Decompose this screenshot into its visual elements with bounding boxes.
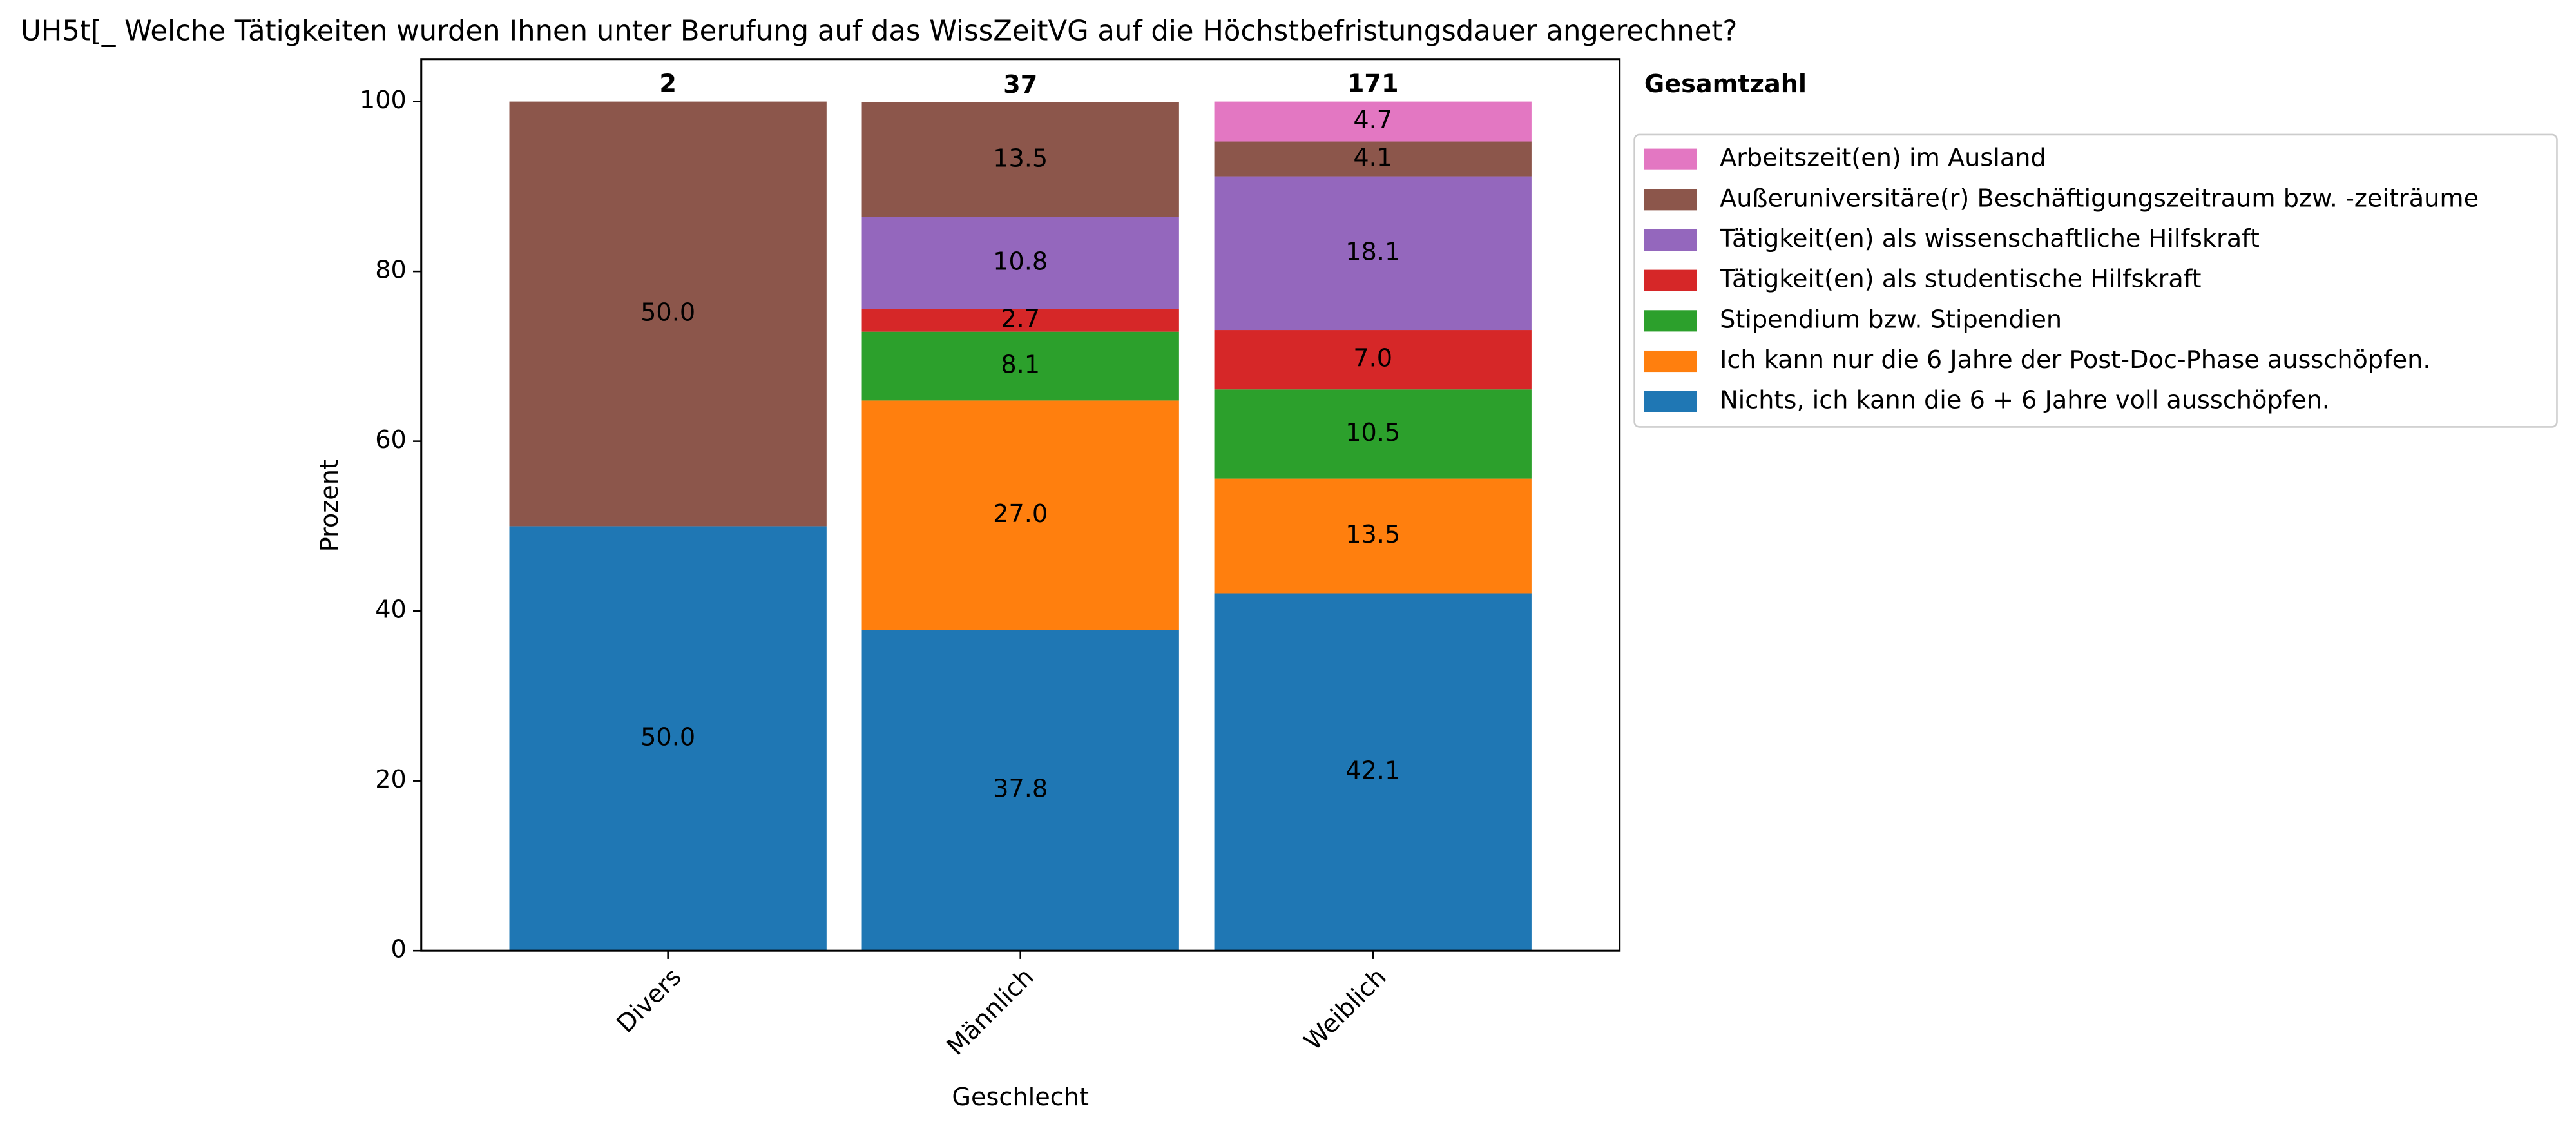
bar-segment	[861, 217, 1179, 309]
bar-segment	[509, 526, 827, 951]
legend-swatch	[1644, 350, 1697, 373]
x-tick-label: Divers	[611, 963, 687, 1038]
y-tick-label: 80	[375, 257, 407, 285]
value-label: 4.7	[1353, 106, 1392, 135]
bar-segment	[861, 309, 1179, 332]
value-label: 42.1	[1345, 757, 1400, 785]
legend-swatch	[1644, 269, 1697, 291]
legend-swatch	[1644, 391, 1697, 412]
legend-label: Arbeitszeit(en) im Ausland	[1720, 144, 2046, 173]
bar-segment	[1214, 389, 1532, 479]
value-label: 50.0	[640, 298, 695, 327]
value-label: 27.0	[993, 500, 1048, 528]
x-tick-label: Männlich	[941, 963, 1039, 1061]
total-label: 171	[1347, 70, 1399, 99]
bar-segment	[1214, 478, 1532, 594]
value-label: 37.8	[993, 775, 1048, 804]
y-axis-label: Prozent	[316, 460, 344, 552]
legend-label: Tätigkeit(en) als studentische Hilfskraf…	[1719, 266, 2201, 294]
value-label: 10.5	[1345, 419, 1400, 447]
legend-label: Tätigkeit(en) als wissenschaftliche Hilf…	[1719, 225, 2260, 253]
legend-label: Außeruniversitäre(r) Beschäftigungszeitr…	[1720, 184, 2479, 213]
legend-swatch	[1644, 310, 1697, 332]
y-tick-label: 0	[391, 936, 407, 964]
legend-title: Gesamtzahl	[1644, 70, 1807, 99]
y-tick-label: 60	[375, 426, 407, 454]
value-label: 13.5	[1345, 521, 1400, 549]
bar-segment	[1214, 141, 1532, 177]
value-label: 4.1	[1353, 144, 1392, 172]
legend-box	[1633, 133, 2558, 428]
y-tick-label: 40	[375, 596, 407, 625]
bar-segment	[1214, 176, 1532, 331]
value-label: 7.0	[1353, 345, 1392, 373]
legend-swatch	[1644, 148, 1697, 170]
bar-segment	[1214, 593, 1532, 951]
legend-label: Stipendium bzw. Stipendien	[1720, 305, 2062, 334]
value-label: 13.5	[993, 144, 1048, 173]
x-axis-label: Geschlecht	[952, 1083, 1089, 1112]
legend-label: Nichts, ich kann die 6 + 6 Jahre voll au…	[1720, 387, 2330, 415]
x-tick-label: Weiblich	[1299, 963, 1392, 1056]
bar-segment	[861, 630, 1179, 951]
legend-label: Ich kann nur die 6 Jahre der Post-Doc-Ph…	[1720, 346, 2430, 374]
value-label: 50.0	[640, 723, 695, 751]
bar-segment	[1214, 330, 1532, 390]
chart-title: UH5t[_ Welche Tätigkeiten wurden Ihnen u…	[21, 15, 1737, 47]
value-label: 2.7	[1001, 305, 1040, 333]
y-tick-label: 20	[375, 766, 407, 794]
total-label: 2	[659, 70, 677, 99]
legend-swatch	[1644, 229, 1697, 251]
value-label: 8.1	[1001, 351, 1040, 380]
bar-segment	[1214, 101, 1532, 142]
value-label: 18.1	[1345, 238, 1400, 266]
bar-segment	[861, 102, 1179, 217]
legend-swatch	[1644, 189, 1697, 211]
y-tick-label: 100	[360, 86, 407, 115]
bar-segment	[861, 400, 1179, 630]
total-label: 37	[1003, 71, 1037, 99]
bar-segment	[861, 331, 1179, 401]
value-label: 10.8	[993, 247, 1048, 276]
bar-segment	[509, 101, 827, 527]
